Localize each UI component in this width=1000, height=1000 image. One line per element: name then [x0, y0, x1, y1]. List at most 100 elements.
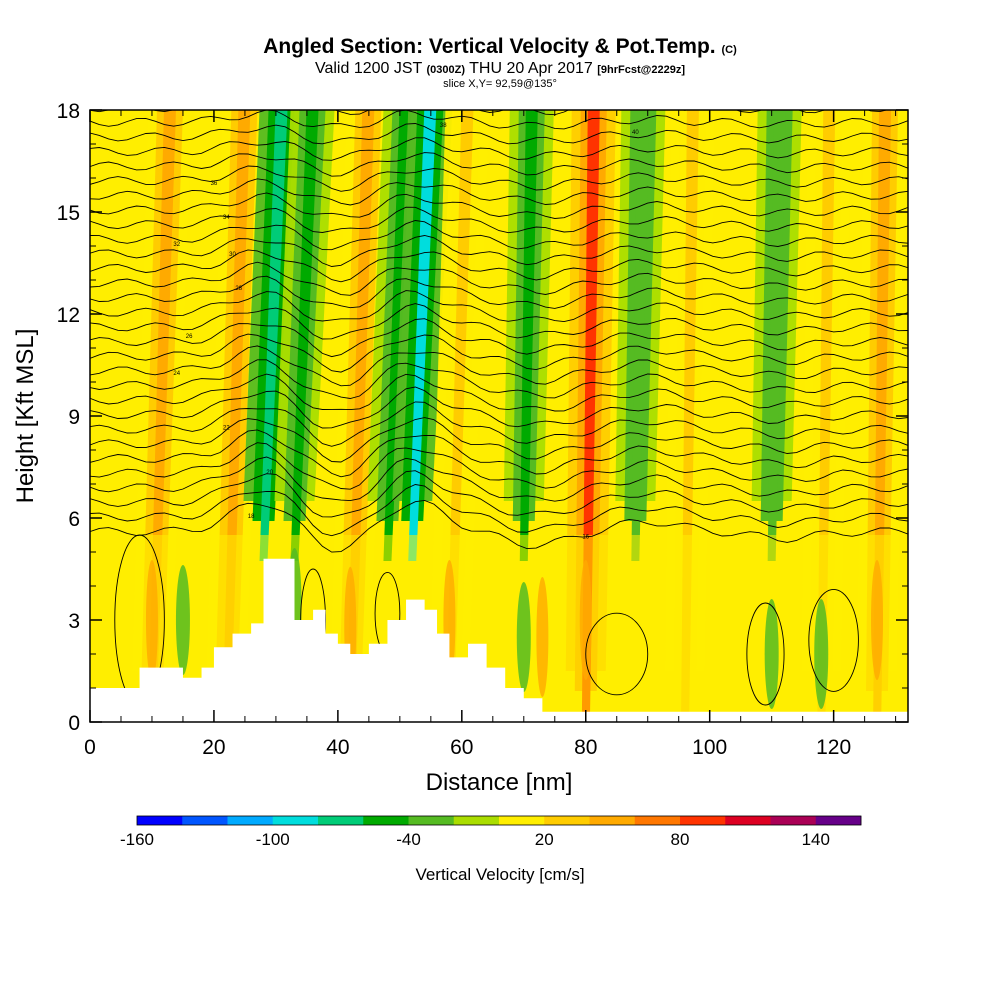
chart-title-block: Angled Section: Vertical Velocity & Pot.… [0, 36, 1000, 91]
theta-contour-line [90, 499, 908, 553]
velocity-field [90, 110, 908, 722]
theta-contour-line [90, 417, 908, 463]
colorbar-swatch [408, 816, 455, 825]
theta-contour-line [90, 359, 908, 399]
colorbar: -160 -100 -40 20 80 140 [120, 815, 862, 849]
colorbar-swatch [363, 816, 409, 825]
contour-label: 40 [632, 130, 639, 136]
theta-contour-line [90, 206, 908, 234]
colorbar-swatch [815, 816, 862, 825]
contour-label: 28 [235, 286, 242, 292]
colorbar-swatch [318, 816, 364, 825]
theta-contour-line [90, 249, 908, 283]
low-level-downdraft [764, 599, 779, 709]
colorbar-tick-label: -160 [120, 830, 154, 849]
theta-contour-line [90, 345, 908, 387]
forecast-info: [9hrFcst@2229z] [597, 64, 685, 76]
x-tick-label: 80 [574, 736, 597, 759]
theta-contour-line [90, 401, 908, 447]
colorbar-swatch [680, 816, 726, 825]
valid-date: THU 20 Apr 2017 [469, 60, 593, 77]
y-tick-label: 0 [68, 712, 80, 735]
colorbar-swatch [499, 816, 545, 825]
theta-contours [90, 110, 908, 706]
colorbar-tick-label: 20 [535, 830, 554, 849]
closed-contour [585, 612, 649, 696]
theta-contour-line [90, 373, 908, 412]
x-axis: 0 20 40 60 80 100 120 [84, 110, 897, 759]
contour-label: 32 [173, 242, 180, 248]
theta-contour-line [90, 275, 908, 309]
theta-contour-line [90, 484, 908, 537]
theta-contour-line [90, 290, 908, 323]
x-tick-label: 20 [202, 736, 225, 759]
x-axis-title: Distance [nm] [426, 769, 573, 796]
theta-contour-line [90, 220, 908, 251]
y-tick-label: 18 [57, 100, 80, 123]
low-level-updraft [536, 577, 549, 697]
terrain [90, 558, 908, 722]
y-tick-label: 3 [68, 610, 80, 633]
velocity-band-core [290, 110, 319, 561]
y-axis-title: Height [Kft MSL] [12, 329, 39, 504]
colorbar-swatch [182, 816, 228, 825]
theta-contour-line [90, 178, 908, 206]
theta-contour-line [90, 333, 908, 373]
slice-info: slice X,Y= 92,59@135° [443, 78, 557, 90]
colorbar-swatch [544, 816, 590, 825]
closed-contour [808, 588, 859, 692]
y-tick-label: 6 [68, 508, 80, 531]
x-tick-label: 0 [84, 736, 96, 759]
y-axis: 0 3 6 9 12 15 18 [57, 100, 908, 735]
contour-label: 26 [186, 334, 193, 340]
valid-time-line: Valid 1200 JST (0300Z) THU 20 Apr 2017 [… [0, 61, 1000, 78]
chart-title: Angled Section: Vertical Velocity & Pot.… [0, 36, 1000, 61]
colorbar-tick-label: -40 [396, 830, 421, 849]
colorbar-swatch [453, 816, 500, 825]
contour-label: 30 [229, 252, 236, 258]
title-main: Angled Section: Vertical Velocity & Pot.… [263, 35, 716, 58]
contour-labels: 36 34 32 30 28 26 24 22 20 18 16 40 38 [173, 123, 639, 540]
low-level-downdraft [516, 582, 531, 692]
terrain-profile [90, 558, 908, 722]
contour-label: 38 [440, 123, 447, 129]
contour-label: 22 [223, 426, 230, 432]
theta-contour-line [90, 137, 908, 161]
colorbar-swatch [272, 816, 319, 825]
theta-contour-line [90, 318, 908, 358]
theta-contour-line [90, 456, 908, 502]
contour-label: 20 [266, 470, 273, 476]
contour-label: 24 [173, 371, 180, 377]
low-level-updraft [871, 560, 884, 680]
velocity-band-core [259, 110, 288, 561]
low-level-downdraft [175, 565, 190, 675]
colorbar-swatch [725, 816, 771, 825]
theta-contour-line [90, 123, 908, 145]
theta-contour-line [90, 303, 908, 340]
y-tick-label: 12 [57, 304, 80, 327]
contour-label: 16 [582, 534, 589, 540]
valid-time: Valid 1200 JST [314, 60, 423, 77]
theta-contour-line [90, 192, 908, 219]
colorbar-swatch [589, 816, 636, 825]
x-tick-label: 60 [450, 736, 473, 759]
low-level-updraft [579, 560, 592, 680]
colorbar-swatch [227, 816, 274, 825]
colorbar-swatch [634, 816, 681, 825]
theta-contour-line [90, 110, 889, 116]
theta-contour-line [90, 165, 908, 192]
colorbar-title: Vertical Velocity [cm/s] [415, 865, 584, 884]
x-tick-label: 120 [816, 736, 851, 759]
theta-contour-line [90, 442, 908, 490]
y-tick-label: 9 [68, 406, 80, 429]
x-tick-label: 40 [326, 736, 349, 759]
closed-contour [746, 602, 785, 706]
theta-contour-line [90, 110, 908, 130]
colorbar-frame [136, 815, 862, 826]
low-level-downdraft [814, 599, 829, 709]
colorbar-tick-label: 140 [802, 830, 830, 849]
title-suffix: (C) [721, 44, 737, 56]
x-tick-label: 100 [692, 736, 727, 759]
y-tick-label: 15 [57, 202, 80, 225]
